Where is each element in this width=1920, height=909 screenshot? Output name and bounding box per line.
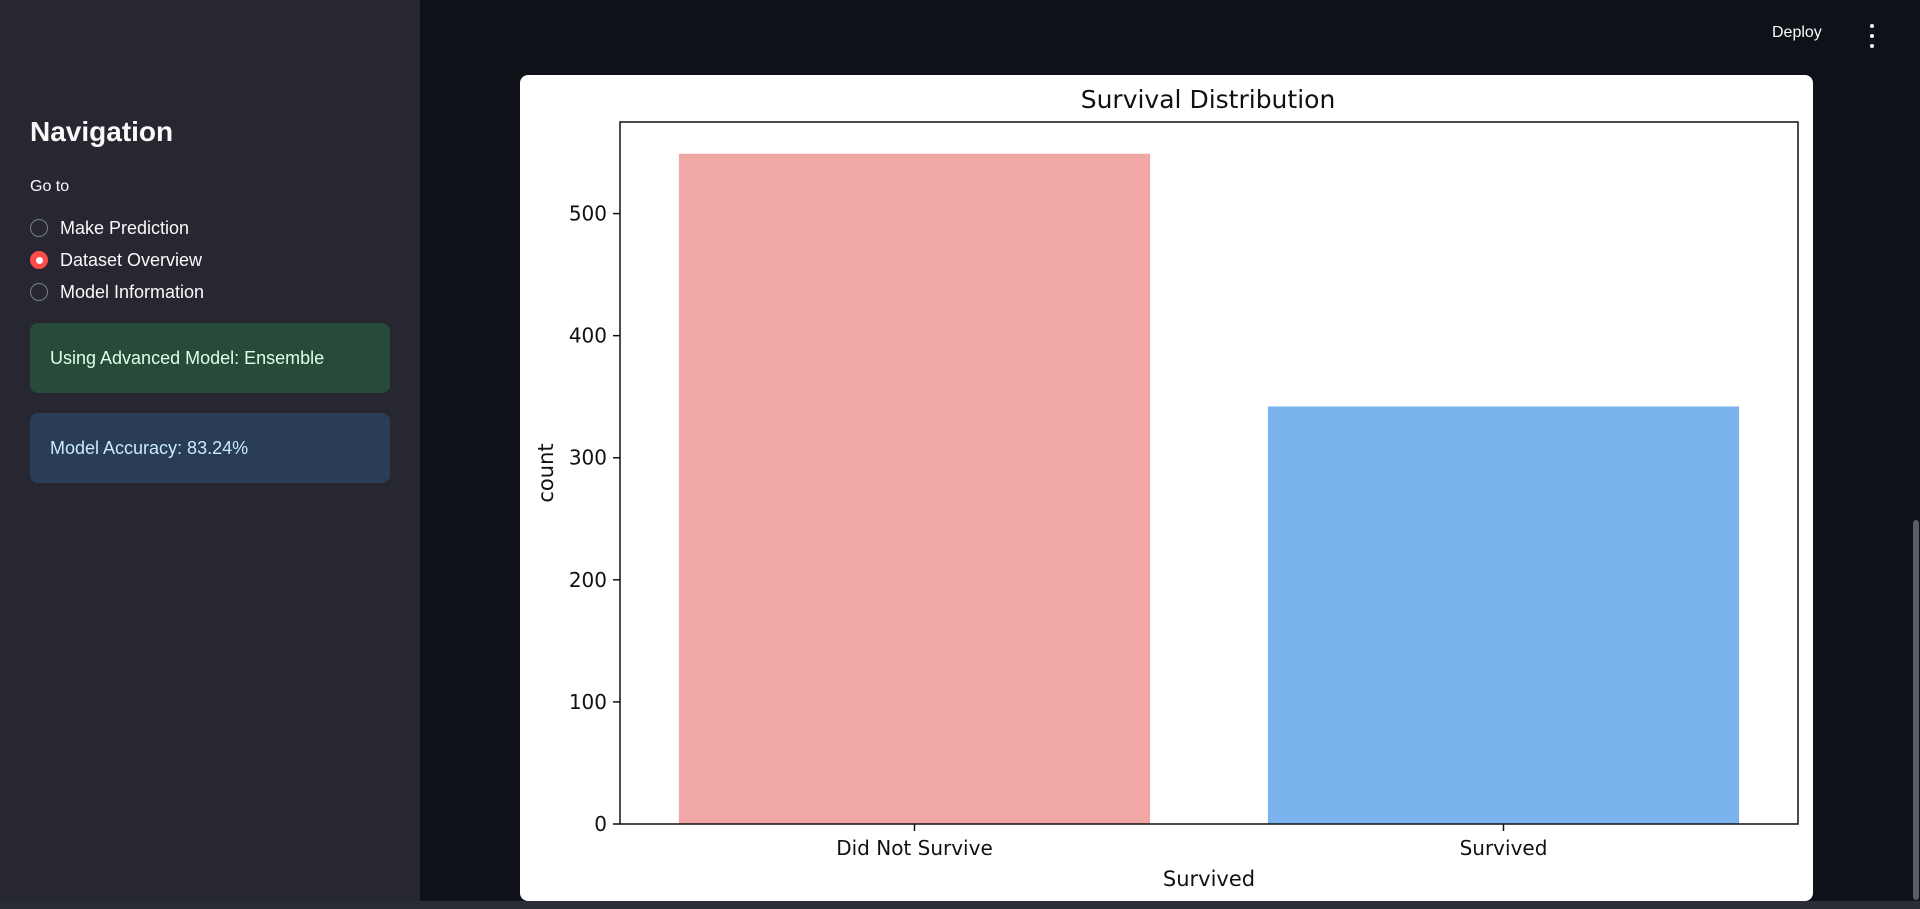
vertical-ellipsis-icon[interactable] <box>1862 24 1882 48</box>
y-tick-label: 300 <box>569 446 607 470</box>
deploy-button[interactable]: Deploy <box>1772 24 1822 41</box>
x-axis-label: Survived <box>1163 867 1255 891</box>
model-success-alert: Using Advanced Model: Ensemble <box>30 323 390 393</box>
chart-card: Survival Distribution Did Not Survive Sur… <box>520 75 1813 901</box>
y-tick-label: 100 <box>569 690 607 714</box>
radio-option-label: Model Information <box>60 281 205 302</box>
model-accuracy-info: Model Accuracy: 83.24% <box>30 413 390 483</box>
chart-title: Survival Distribution <box>1081 85 1336 114</box>
radio-option-label: Dataset Overview <box>60 249 203 270</box>
y-tick-label: 500 <box>569 202 607 226</box>
radio-circle-icon <box>30 219 48 237</box>
y-tick-label: 200 <box>569 568 607 592</box>
radio-circle-icon <box>30 283 48 301</box>
y-tick-label: 400 <box>569 324 607 348</box>
goto-label: Go to <box>30 178 70 195</box>
radio-option-dataset-overview[interactable]: Dataset Overview <box>30 244 204 276</box>
scrollbar-thumb[interactable] <box>1913 520 1919 900</box>
survival-bar-chart: Survival Distribution Did Not Survive Sur… <box>534 85 1799 891</box>
navigation-radio-group: Make Prediction Dataset Overview Model I… <box>30 212 204 308</box>
sidebar: Navigation Go to Make Prediction Dataset… <box>0 0 420 909</box>
bar-did-not-survive <box>678 153 1151 824</box>
radio-option-label: Make Prediction <box>60 217 190 238</box>
radio-option-make-prediction[interactable]: Make Prediction <box>30 212 204 244</box>
plot-frame <box>619 121 1799 825</box>
radio-option-model-information[interactable]: Model Information <box>30 276 204 308</box>
y-tick-label: 0 <box>594 812 607 836</box>
y-axis-label: count <box>534 443 558 502</box>
radio-selected-icon <box>30 251 48 269</box>
bar-survived <box>1267 406 1740 824</box>
info-alert-text: Model Accuracy: 83.24% <box>50 437 249 458</box>
bottom-edge <box>0 901 1920 909</box>
sidebar-title: Navigation <box>30 116 174 147</box>
x-tick-label: Survived <box>1460 836 1548 860</box>
success-alert-text: Using Advanced Model: Ensemble <box>50 347 325 368</box>
x-tick-label: Did Not Survive <box>836 836 993 860</box>
